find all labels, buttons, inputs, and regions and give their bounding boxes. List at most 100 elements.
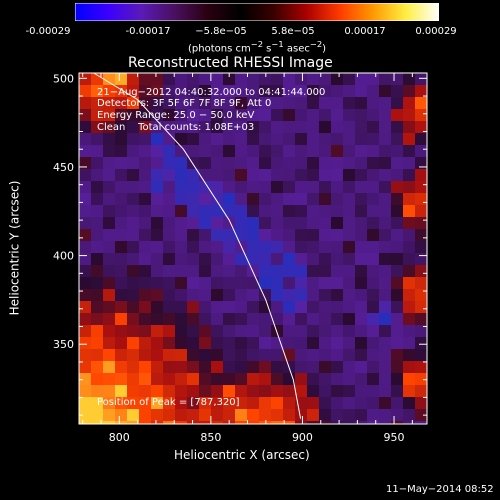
heatmap-pixel: [175, 337, 187, 349]
heatmap-pixel: [175, 265, 187, 277]
heatmap-pixel: [199, 253, 211, 265]
heatmap-pixel: [127, 313, 139, 325]
heatmap-pixel: [103, 241, 115, 253]
heatmap-pixel: [343, 133, 355, 145]
heatmap-pixel: [199, 217, 211, 229]
heatmap-pixel: [331, 217, 343, 229]
heatmap-pixel: [103, 145, 115, 157]
heatmap-pixel: [115, 97, 127, 109]
heatmap-pixel: [331, 301, 343, 313]
heatmap-pixel: [391, 181, 403, 193]
heatmap-pixel: [79, 325, 91, 337]
heatmap-pixel: [103, 85, 115, 97]
heatmap-pixel: [103, 133, 115, 145]
heatmap-pixel: [391, 205, 403, 217]
heatmap-pixel: [343, 169, 355, 181]
heatmap-pixel: [163, 313, 175, 325]
heatmap-pixel: [343, 301, 355, 313]
heatmap-pixel: [331, 373, 343, 385]
heatmap-pixel: [235, 205, 247, 217]
heatmap-pixel: [235, 85, 247, 97]
heatmap-pixel: [79, 313, 91, 325]
heatmap-pixel: [103, 385, 115, 397]
heatmap-pixel: [283, 193, 295, 205]
heatmap-pixel: [403, 313, 415, 325]
heatmap-pixel: [403, 253, 415, 265]
heatmap-pixel: [163, 73, 175, 85]
heatmap-pixel: [307, 217, 319, 229]
heatmap-pixel: [139, 301, 151, 313]
axes: 800 850 900 950 350 400 450 500: [53, 72, 427, 444]
heatmap-pixel: [223, 373, 235, 385]
heatmap-pixel: [391, 313, 403, 325]
heatmap-pixel: [211, 289, 223, 301]
heatmap-pixel: [343, 361, 355, 373]
heatmap-pixel: [331, 193, 343, 205]
heatmap-pixel: [79, 169, 91, 181]
heatmap-pixel: [187, 133, 199, 145]
heatmap-pixel: [91, 361, 103, 373]
heatmap-pixel: [151, 313, 163, 325]
x-axis-label: Heliocentric X (arcsec): [174, 448, 310, 462]
heatmap-pixel: [187, 337, 199, 349]
heatmap-pixel: [331, 421, 343, 424]
heatmap-pixel: [343, 145, 355, 157]
heatmap-pixel: [79, 97, 91, 109]
heatmap-pixel: [403, 121, 415, 133]
heatmap-pixel: [355, 301, 367, 313]
heatmap-pixel: [79, 277, 91, 289]
heatmap-pixel: [307, 325, 319, 337]
heatmap-pixel: [331, 133, 343, 145]
heatmap-pixel: [235, 289, 247, 301]
heatmap-pixel: [415, 145, 427, 157]
heatmap-pixel: [79, 397, 91, 409]
heatmap-pixel: [139, 361, 151, 373]
heatmap-pixel: [115, 73, 127, 85]
heatmap-pixel: [283, 169, 295, 181]
heatmap-pixel: [127, 109, 139, 121]
heatmap-pixel: [391, 325, 403, 337]
heatmap-pixel: [295, 361, 307, 373]
heatmap-pixel: [223, 145, 235, 157]
heatmap-pixel: [271, 409, 283, 421]
heatmap-pixel: [355, 361, 367, 373]
heatmap-pixel: [127, 421, 139, 424]
heatmap-pixel: [223, 277, 235, 289]
heatmap-pixel: [187, 73, 199, 85]
heatmap-pixel: [139, 97, 151, 109]
heatmap-pixel: [103, 301, 115, 313]
heatmap-pixel: [295, 121, 307, 133]
heatmap-pixels: [79, 73, 427, 424]
heatmap-pixel: [379, 385, 391, 397]
heatmap-pixel: [403, 193, 415, 205]
heatmap-pixel: [355, 85, 367, 97]
heatmap-pixel: [283, 145, 295, 157]
heatmap-pixel: [79, 205, 91, 217]
heatmap-pixel: [91, 265, 103, 277]
heatmap-pixel: [367, 397, 379, 409]
heatmap-pixel: [187, 397, 199, 409]
heatmap-pixel: [151, 97, 163, 109]
heatmap-pixel: [331, 205, 343, 217]
heatmap-pixel: [295, 325, 307, 337]
peak-position-label: Position of Peak = [787,320]: [97, 397, 240, 408]
heatmap-pixel: [259, 73, 271, 85]
heatmap-pixel: [259, 133, 271, 145]
heatmap-pixel: [139, 253, 151, 265]
heatmap-pixel: [187, 145, 199, 157]
heatmap-pixel: [211, 157, 223, 169]
heatmap-pixel: [367, 193, 379, 205]
heatmap-pixel: [331, 361, 343, 373]
heatmap-pixel: [91, 229, 103, 241]
heatmap-pixel: [103, 217, 115, 229]
heatmap-pixel: [355, 109, 367, 121]
heatmap-pixel: [211, 385, 223, 397]
heatmap-pixel: [187, 265, 199, 277]
heatmap-pixel: [403, 73, 415, 85]
heatmap-pixel: [235, 301, 247, 313]
heatmap-pixel: [127, 397, 139, 409]
heatmap-pixel: [139, 109, 151, 121]
heatmap-pixel: [187, 217, 199, 229]
heatmap-pixel: [139, 229, 151, 241]
heatmap-pixel: [343, 121, 355, 133]
